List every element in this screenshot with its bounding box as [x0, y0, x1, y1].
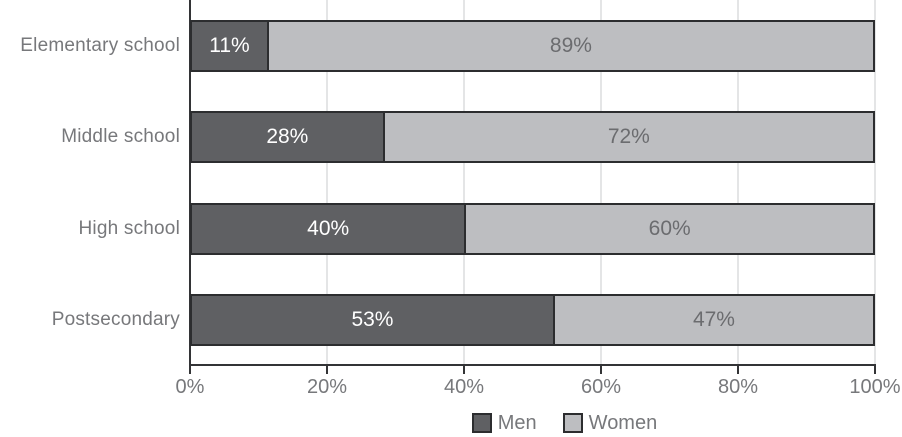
legend: Men Women	[222, 410, 902, 436]
legend-label: Women	[588, 411, 658, 434]
gridline	[463, 0, 465, 364]
bar-segment-women: 72%	[382, 113, 873, 162]
stacked-bar: 53% 47%	[190, 294, 875, 347]
x-axis-tick	[463, 366, 465, 374]
category-label: High school	[78, 217, 180, 239]
category-label: Postsecondary	[51, 309, 180, 331]
plot-area	[189, 0, 876, 366]
bar-segment-women: 89%	[266, 21, 873, 70]
legend-swatch-women	[562, 413, 583, 433]
x-axis-tick	[600, 366, 602, 374]
x-tick-label: 80%	[717, 376, 759, 398]
legend-item-women: Women	[562, 411, 658, 435]
x-tick-label: 60%	[580, 376, 622, 398]
bar-segment-men: 28%	[192, 113, 383, 162]
bar-segment-men: 40%	[192, 204, 465, 253]
gridline	[874, 0, 876, 364]
bar-row: Elementary school 11% 89%	[0, 0, 875, 92]
x-tick-label: 20%	[306, 376, 348, 398]
bar-segment-women: 60%	[464, 204, 873, 253]
legend-label: Men	[497, 411, 537, 434]
bar-segment-men: 53%	[192, 296, 553, 345]
x-axis-tick	[189, 366, 191, 374]
y-axis-line	[189, 0, 191, 366]
bar-segment-women: 47%	[552, 296, 873, 345]
x-tick-label: 40%	[443, 376, 485, 398]
bar-row: High school 40% 60%	[0, 183, 875, 275]
gridline	[326, 0, 328, 364]
stacked-bar: 40% 60%	[190, 202, 875, 255]
stacked-bar: 28% 72%	[190, 111, 875, 164]
x-axis-tick	[874, 366, 876, 374]
x-axis-line	[189, 364, 876, 366]
bar-row: Middle school 28% 72%	[0, 92, 875, 184]
category-label: Elementary school	[20, 34, 180, 56]
gridline	[737, 0, 739, 364]
x-axis-tick	[326, 366, 328, 374]
x-tick-label: 100%	[849, 376, 901, 398]
bar-track: 28% 72%	[190, 92, 875, 184]
stacked-bar: 11% 89%	[190, 19, 875, 72]
x-axis-ticks	[189, 366, 876, 374]
bar-track: 40% 60%	[190, 183, 875, 275]
bar-track: 11% 89%	[190, 0, 875, 92]
gridline	[600, 0, 602, 364]
legend-swatch-men	[471, 413, 492, 433]
bar-row: Postsecondary 53% 47%	[0, 275, 875, 367]
bar-rows: Elementary school 11% 89% Middle school 28% 7…	[0, 0, 875, 367]
legend-item-men: Men	[471, 411, 537, 435]
x-tick-labels: 0% 20% 40% 60% 80% 100%	[176, 376, 901, 400]
bar-segment-men: 11%	[192, 21, 267, 70]
bar-track: 53% 47%	[190, 275, 875, 367]
x-axis-tick	[737, 366, 739, 374]
category-label: Middle school	[61, 126, 180, 148]
x-tick-label: 0%	[175, 376, 205, 398]
